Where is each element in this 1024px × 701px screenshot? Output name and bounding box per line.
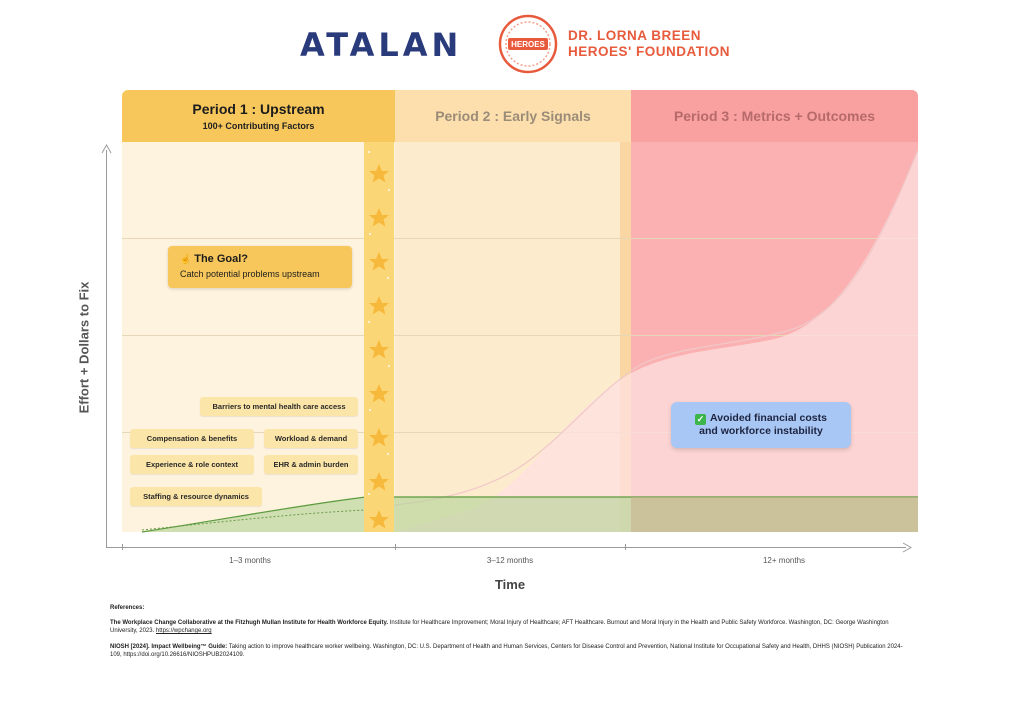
- y-axis: [106, 150, 107, 547]
- outcome-line-2: and workforce instability: [699, 425, 823, 437]
- heroes-seal-logo: HEROES: [498, 14, 558, 74]
- green-effort-line: [141, 496, 918, 533]
- stars-decoration: [368, 151, 390, 529]
- reference-2-source: NIOSH [2024]. Impact Wellbeing™ Guide:: [110, 644, 228, 650]
- check-mark-icon: ✓: [695, 414, 707, 425]
- period-1-title: Period 1 : Upstream: [192, 101, 325, 117]
- reference-2: NIOSH [2024]. Impact Wellbeing™ Guide: T…: [110, 643, 910, 659]
- gridline: [122, 432, 918, 433]
- period-3-title: Period 3 : Metrics + Outcomes: [673, 108, 876, 124]
- goal-title: The Goal?: [194, 253, 248, 265]
- x-tick: [122, 544, 123, 550]
- factor-pill: Staffing & resource dynamics: [130, 487, 262, 506]
- x-tick: [625, 544, 626, 550]
- star-column: [364, 142, 394, 532]
- period-1-subtitle: 100+ Contributing Factors: [202, 121, 315, 131]
- factor-pill: Workload & demand: [264, 429, 358, 448]
- goal-text: Catch potential problems upstream: [180, 269, 320, 279]
- period-2-title: Period 2 : Early Signals: [435, 108, 591, 124]
- reference-1-source: The Workplace Change Collaborative at th…: [110, 620, 389, 626]
- gridline: [122, 238, 918, 239]
- x-axis-label: Time: [494, 577, 526, 592]
- period-1-header: Period 1 : Upstream 100+ Contributing Fa…: [122, 90, 395, 142]
- references: References: The Workplace Change Collabo…: [110, 604, 910, 667]
- y-axis-label: Effort + Dollars to Fix: [76, 281, 92, 414]
- goal-callout: ☝ The Goal? Catch potential problems upst…: [168, 246, 352, 288]
- period-3-green-overlay: [631, 497, 918, 532]
- period-2-edge-stripe: [620, 142, 631, 532]
- x-tick: [395, 544, 396, 550]
- reference-1-text: Institute for Healthcare Improvement; Mo…: [110, 620, 889, 634]
- sparkle-dots: [368, 151, 390, 495]
- gridline: [122, 335, 918, 336]
- star-icons: [369, 164, 389, 529]
- green-dotted-line: [141, 509, 367, 531]
- period-2-header: Period 2 : Early Signals: [395, 90, 631, 142]
- factor-pill: Experience & role context: [130, 455, 254, 474]
- x-tick-label: 1–3 months: [229, 556, 271, 565]
- rising-cost-line: [394, 149, 919, 506]
- x-tick-label: 3–12 months: [486, 556, 534, 565]
- outcome-box: ✓ Avoided financial costs and workforce i…: [671, 402, 851, 448]
- reference-1-link[interactable]: https://wpchange.org: [155, 628, 212, 634]
- outcome-line-1: Avoided financial costs: [710, 412, 827, 424]
- pointing-hand-icon: ☝: [180, 254, 192, 264]
- factor-pill: EHR & admin burden: [264, 455, 358, 474]
- reference-1: The Workplace Change Collaborative at th…: [110, 619, 910, 635]
- rising-cost-area: [395, 150, 918, 532]
- foundation-line-1: DR. LORNA BREEN: [568, 28, 702, 43]
- factor-pill: Barriers to mental health care access: [200, 397, 358, 416]
- x-tick-label: 12+ months: [762, 556, 806, 565]
- reference-2-text: Taking action to improve healthcare work…: [110, 644, 903, 658]
- svg-text:HEROES: HEROES: [511, 40, 545, 49]
- foundation-line-2: HEROES' FOUNDATION: [568, 44, 730, 59]
- foundation-name: DR. LORNA BREEN HEROES' FOUNDATION: [568, 28, 730, 60]
- x-axis-arrow-icon: [902, 542, 912, 553]
- atalan-logo: ATALAN: [300, 26, 463, 64]
- y-axis-arrow-icon: [101, 144, 112, 154]
- period-3-header: Period 3 : Metrics + Outcomes: [631, 90, 918, 142]
- x-axis: [106, 547, 906, 548]
- factor-pill: Compensation & benefits: [130, 429, 254, 448]
- references-title: References:: [110, 605, 145, 611]
